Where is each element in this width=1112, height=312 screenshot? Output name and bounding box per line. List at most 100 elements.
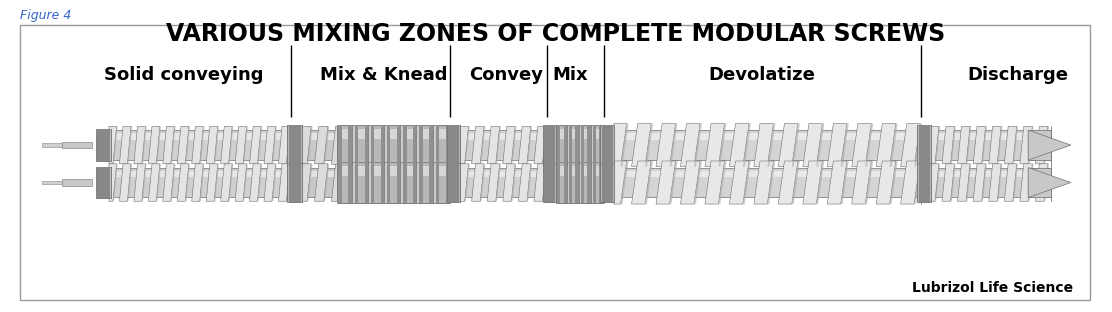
Bar bbox=[593, 125, 596, 165]
Bar bbox=[608, 163, 613, 202]
Bar bbox=[106, 129, 110, 161]
Polygon shape bbox=[656, 161, 676, 204]
Bar bbox=[564, 125, 567, 165]
Polygon shape bbox=[264, 126, 276, 164]
Text: Devolatize: Devolatize bbox=[708, 66, 815, 84]
Polygon shape bbox=[989, 164, 1001, 201]
Bar bbox=[370, 166, 384, 177]
Bar bbox=[370, 162, 374, 203]
Bar bbox=[925, 125, 930, 165]
Bar bbox=[337, 162, 450, 203]
Bar bbox=[460, 171, 547, 177]
Bar bbox=[109, 171, 291, 177]
Polygon shape bbox=[244, 126, 248, 164]
Bar bbox=[380, 162, 384, 203]
Bar bbox=[96, 129, 111, 161]
Polygon shape bbox=[614, 124, 627, 167]
Bar bbox=[547, 163, 552, 202]
Polygon shape bbox=[191, 126, 203, 164]
Bar bbox=[447, 125, 460, 165]
Bar bbox=[550, 125, 555, 165]
Polygon shape bbox=[128, 126, 132, 164]
Bar bbox=[931, 171, 1051, 177]
Bar bbox=[292, 125, 297, 165]
Bar bbox=[404, 162, 407, 203]
Bar bbox=[302, 171, 337, 177]
Polygon shape bbox=[162, 126, 175, 164]
Polygon shape bbox=[162, 164, 175, 201]
Bar bbox=[608, 125, 613, 165]
Polygon shape bbox=[177, 126, 189, 164]
Polygon shape bbox=[128, 164, 132, 201]
Polygon shape bbox=[1013, 164, 1017, 201]
Polygon shape bbox=[942, 126, 954, 164]
Polygon shape bbox=[966, 126, 971, 164]
Bar bbox=[419, 166, 433, 177]
Bar bbox=[451, 125, 456, 165]
Polygon shape bbox=[215, 164, 219, 201]
Bar bbox=[419, 162, 433, 203]
Bar bbox=[370, 125, 374, 165]
Polygon shape bbox=[1004, 126, 1016, 164]
Polygon shape bbox=[480, 126, 485, 164]
Polygon shape bbox=[957, 126, 970, 164]
Polygon shape bbox=[1035, 126, 1048, 164]
Bar bbox=[397, 125, 400, 165]
Bar bbox=[614, 130, 921, 160]
Bar bbox=[557, 125, 560, 165]
Polygon shape bbox=[767, 161, 775, 204]
Bar bbox=[302, 168, 337, 197]
Polygon shape bbox=[718, 161, 726, 204]
Polygon shape bbox=[951, 164, 955, 201]
Bar bbox=[296, 163, 300, 202]
Polygon shape bbox=[705, 124, 725, 167]
Polygon shape bbox=[645, 124, 653, 167]
Polygon shape bbox=[792, 124, 800, 167]
Polygon shape bbox=[119, 126, 131, 164]
Polygon shape bbox=[287, 164, 291, 201]
Bar bbox=[614, 168, 921, 197]
Polygon shape bbox=[133, 164, 146, 201]
Bar bbox=[593, 125, 603, 165]
Polygon shape bbox=[914, 124, 921, 167]
Polygon shape bbox=[148, 164, 160, 201]
Polygon shape bbox=[191, 164, 203, 201]
Polygon shape bbox=[1020, 126, 1032, 164]
Polygon shape bbox=[729, 161, 749, 204]
Polygon shape bbox=[803, 161, 823, 204]
Polygon shape bbox=[681, 124, 701, 167]
Polygon shape bbox=[743, 161, 751, 204]
Polygon shape bbox=[743, 124, 751, 167]
Polygon shape bbox=[852, 161, 872, 204]
Polygon shape bbox=[235, 164, 247, 201]
Polygon shape bbox=[496, 126, 500, 164]
Bar bbox=[547, 125, 552, 165]
Polygon shape bbox=[614, 161, 627, 204]
Text: Mix: Mix bbox=[553, 66, 588, 84]
Polygon shape bbox=[778, 161, 798, 204]
Bar bbox=[576, 125, 579, 165]
Bar bbox=[460, 133, 547, 140]
Polygon shape bbox=[142, 126, 147, 164]
Bar bbox=[355, 125, 358, 165]
Polygon shape bbox=[331, 126, 337, 164]
Polygon shape bbox=[518, 164, 530, 201]
Polygon shape bbox=[754, 124, 774, 167]
Bar bbox=[42, 143, 62, 147]
Polygon shape bbox=[694, 161, 702, 204]
Polygon shape bbox=[1029, 130, 1071, 160]
Bar bbox=[436, 125, 439, 165]
Bar bbox=[348, 162, 351, 203]
Polygon shape bbox=[465, 126, 469, 164]
Polygon shape bbox=[471, 164, 484, 201]
Polygon shape bbox=[272, 126, 277, 164]
Polygon shape bbox=[264, 164, 276, 201]
Bar bbox=[614, 171, 921, 177]
Polygon shape bbox=[302, 126, 311, 164]
Bar bbox=[569, 166, 579, 177]
Bar bbox=[455, 125, 459, 165]
Polygon shape bbox=[827, 161, 847, 204]
Bar bbox=[543, 163, 556, 202]
Polygon shape bbox=[803, 124, 823, 167]
Bar bbox=[348, 125, 351, 165]
